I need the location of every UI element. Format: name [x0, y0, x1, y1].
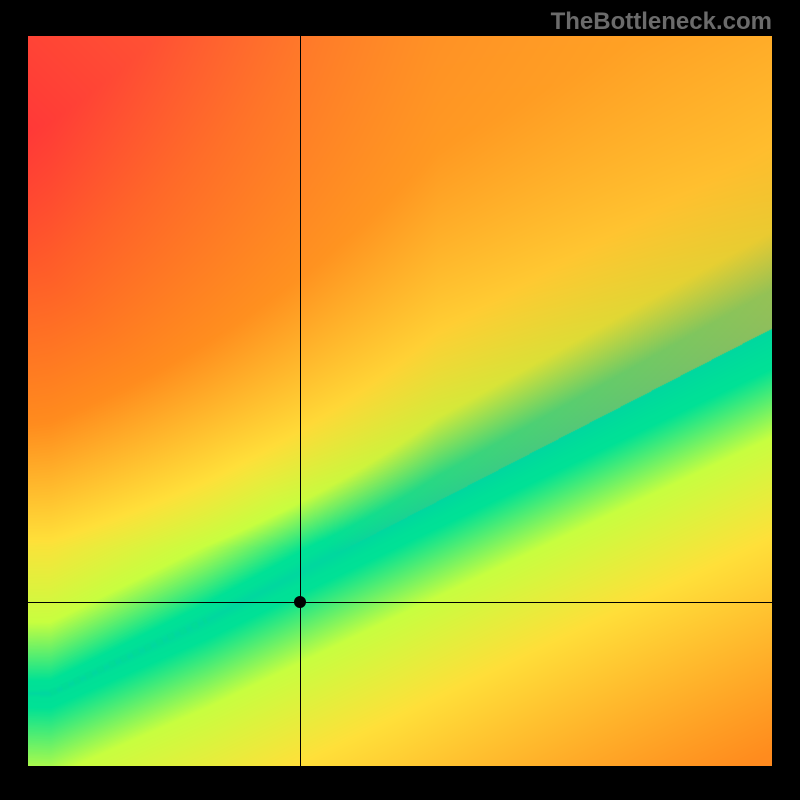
heatmap-canvas: [28, 36, 772, 766]
crosshair-vertical: [300, 36, 301, 766]
plot-area: [28, 36, 772, 766]
crosshair-horizontal: [28, 602, 772, 603]
watermark-text: TheBottleneck.com: [551, 8, 772, 36]
chart-container: TheBottleneck.com: [0, 0, 800, 800]
crosshair-dot: [294, 596, 306, 608]
